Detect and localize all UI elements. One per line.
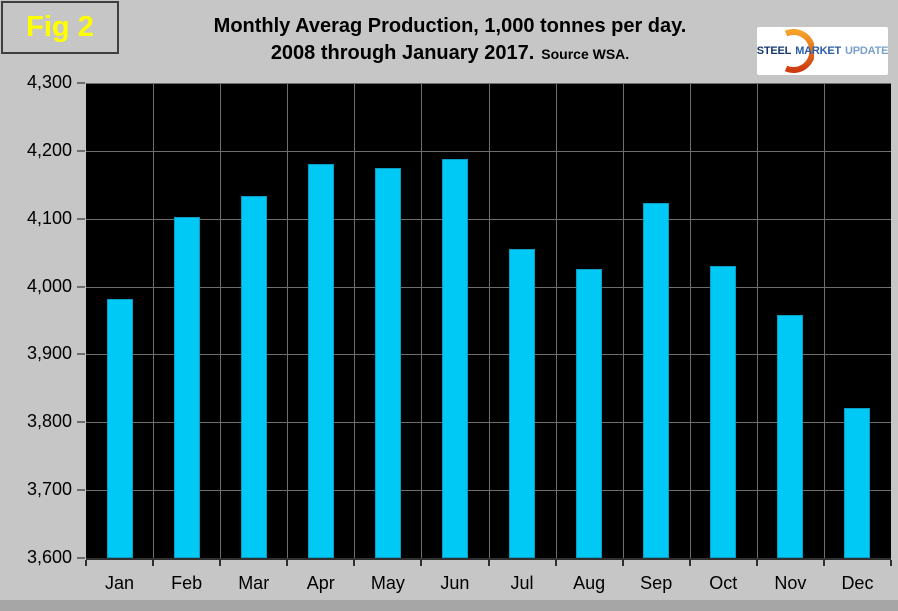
gridline-vertical — [757, 83, 758, 558]
x-axis-tick — [487, 560, 490, 566]
x-axis-label: Mar — [238, 573, 270, 593]
bar-jun — [441, 159, 468, 558]
bar-aug — [576, 268, 603, 558]
gridline-horizontal — [86, 83, 891, 84]
x-axis-tick — [286, 560, 289, 566]
figure-label-box: Fig 2 — [1, 1, 119, 54]
logo-crescent-icon — [784, 29, 814, 73]
chart-title-line2-text: 2008 through January 2017. — [270, 42, 535, 64]
gridline-horizontal — [86, 490, 891, 492]
gridline-vertical — [824, 83, 825, 558]
x-axis-tick — [621, 560, 624, 566]
gridline-horizontal — [86, 218, 891, 220]
y-axis-tick — [77, 149, 85, 152]
bar-jul — [509, 248, 536, 558]
x-axis-tick — [353, 560, 356, 566]
gridline-vertical — [287, 83, 288, 558]
x-axis-label: Aug — [573, 573, 606, 593]
x-axis-label: Apr — [306, 573, 335, 593]
bar-sep — [643, 203, 670, 558]
figure-label: Fig 2 — [26, 11, 94, 43]
bar-jan — [106, 299, 133, 558]
logo-text-update: UPDATE — [845, 45, 889, 57]
chart-title-source: Source WSA. — [541, 46, 630, 62]
y-axis-label: 4,300 — [26, 72, 72, 92]
x-axis-tick — [85, 560, 87, 566]
x-axis-label: Jan — [105, 573, 135, 593]
y-axis-tick — [77, 217, 85, 220]
x-axis-tick — [822, 560, 825, 566]
bar-dec — [844, 408, 871, 558]
x-axis-tick — [420, 560, 423, 566]
gridline-vertical — [690, 83, 691, 558]
bar-nov — [777, 315, 804, 558]
x-axis-label: Jul — [510, 573, 534, 593]
y-axis-tick — [77, 353, 85, 356]
y-axis-label: 4,200 — [26, 139, 72, 160]
x-axis-label: May — [370, 573, 405, 593]
y-axis-label: 3,900 — [26, 343, 72, 364]
chart-title-line1: Monthly Averag Production, 1,000 tonnes … — [213, 15, 687, 37]
y-axis-label: 4,000 — [26, 275, 72, 296]
y-axis-tick — [77, 82, 85, 84]
x-axis-label: Sep — [640, 573, 673, 593]
gridline-horizontal — [86, 354, 891, 356]
x-axis-label: Oct — [709, 573, 738, 593]
x-axis-tick — [890, 560, 892, 566]
y-axis-label: 3,800 — [26, 411, 72, 432]
logo-text-steel: STEEL — [756, 45, 792, 57]
x-axis-tick — [554, 560, 557, 566]
gridline-vertical — [556, 83, 557, 558]
gridline-vertical — [153, 83, 154, 558]
x-axis-label: Feb — [171, 573, 203, 593]
x-axis-tick — [219, 560, 222, 566]
y-axis-label: 3,600 — [26, 547, 72, 567]
x-axis-tick — [755, 560, 758, 566]
gridline-vertical — [354, 83, 355, 558]
y-axis-tick — [77, 421, 85, 424]
bottom-strip — [0, 600, 898, 611]
bar-feb — [173, 216, 200, 558]
y-axis-tick — [77, 285, 85, 288]
gridline-vertical — [421, 83, 422, 558]
bar-apr — [307, 164, 334, 558]
x-axis-label: Nov — [774, 573, 807, 593]
gridline-vertical — [489, 83, 490, 558]
logo-text-market: MARKET — [795, 45, 842, 57]
chart-title: Monthly Averag Production, 1,000 tonnes … — [135, 13, 765, 68]
plot-area — [86, 83, 891, 558]
chart-title-line2: 2008 through January 2017. Source WSA. — [135, 40, 765, 68]
y-axis-label: 3,700 — [26, 479, 72, 500]
bar-may — [374, 167, 401, 558]
y-axis-tick — [77, 489, 85, 492]
logo-steel-market-update: STEEL MARKET UPDATE — [757, 27, 888, 75]
bar-mar — [240, 195, 267, 558]
y-axis-tick — [77, 557, 85, 559]
gridline-vertical — [220, 83, 221, 558]
gridline-horizontal — [86, 286, 891, 288]
x-axis-tick — [688, 560, 691, 566]
bar-oct — [710, 265, 737, 558]
x-axis-line — [86, 558, 891, 560]
x-axis-tick — [152, 560, 155, 566]
gridline-horizontal — [86, 422, 891, 424]
y-axis-label: 4,100 — [26, 207, 72, 228]
gridline-horizontal — [86, 150, 891, 152]
x-axis-label: Dec — [841, 573, 874, 593]
x-axis-label: Jun — [440, 573, 470, 593]
gridline-vertical — [623, 83, 624, 558]
